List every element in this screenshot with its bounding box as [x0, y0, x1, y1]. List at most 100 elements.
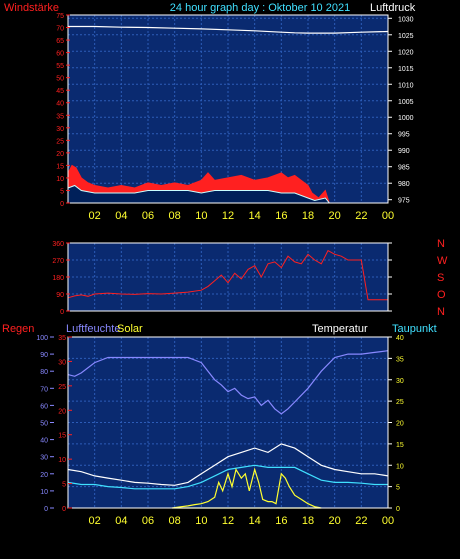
- wind-x-tick-label: 18: [302, 210, 314, 222]
- wx-x-tick-label: 02: [89, 515, 101, 527]
- temp-tick-label: 5: [396, 485, 400, 492]
- dewpoint-line: [67, 464, 388, 490]
- wx-x-tick-label: 18: [302, 515, 314, 527]
- wind-axis-title: Windstärke: [4, 2, 59, 14]
- pressure-tick-label: 980: [398, 181, 410, 188]
- humidity-tick-label: 90: [40, 352, 48, 359]
- wind-x-tick-label: 06: [142, 210, 154, 222]
- humidity-tick-label: 30: [40, 455, 48, 462]
- compass-label: O: [437, 289, 446, 301]
- wind-frame: [67, 14, 389, 204]
- wx-x-tick-label: 04: [115, 515, 127, 527]
- humidity-line: [67, 350, 389, 415]
- temp-tick-label: 0: [396, 506, 400, 513]
- dewpoint-label: Taupunkt: [392, 323, 437, 335]
- wind-tick-label: 60: [56, 51, 64, 58]
- rain-tick-label: 20: [58, 408, 66, 415]
- wx-x-tick-label: 22: [355, 515, 367, 527]
- wx-x-tick-label: 06: [142, 515, 154, 527]
- wind-x-tick-label: 16: [275, 210, 287, 222]
- chart-title: 24 hour graph day : Oktober 10 2021: [170, 2, 350, 14]
- temp-tick-label: 35: [396, 356, 404, 363]
- wind-x-tick-label: 12: [222, 210, 234, 222]
- solar-line: [171, 467, 322, 509]
- wx-x-tick-label: 00: [382, 515, 394, 527]
- wind-tick-label: 5: [60, 188, 64, 195]
- rain-tick-label: 25: [58, 384, 66, 391]
- humidity-tick-label: 40: [40, 438, 48, 445]
- dir-tick-label: 90: [56, 292, 64, 299]
- pressure-tick-label: 1010: [398, 82, 414, 89]
- wind-tick-label: 25: [56, 138, 64, 145]
- temperature-line: [67, 443, 389, 486]
- compass-label: W: [437, 255, 448, 267]
- wind-x-tick-label: 20: [329, 210, 341, 222]
- wind-tick-label: 20: [56, 151, 64, 158]
- wind-x-tick-label: 08: [169, 210, 181, 222]
- humidity-tick-label: 100: [36, 335, 48, 342]
- wx-x-tick-label: 16: [275, 515, 287, 527]
- wind-tick-label: 45: [56, 88, 64, 95]
- rain-tick-label: 10: [58, 457, 66, 464]
- pressure-tick-label: 1025: [398, 33, 414, 40]
- wind-direction-line: [67, 249, 388, 301]
- compass-label: N: [437, 306, 445, 318]
- pressure-tick-label: 1005: [398, 99, 414, 106]
- wind-tick-label: 15: [56, 163, 64, 170]
- wx-x-tick-label: 08: [169, 515, 181, 527]
- compass-label: S: [437, 272, 444, 284]
- rain-tick-label: 15: [58, 433, 66, 440]
- temperature-humidity-panel: 0102030405060708090100051015202530350510…: [36, 335, 404, 527]
- humidity-tick-label: 80: [40, 369, 48, 376]
- dir-tick-label: 270: [52, 258, 64, 265]
- wind-x-tick-label: 10: [195, 210, 207, 222]
- wind-tick-label: 10: [56, 176, 64, 183]
- humidity-tick-label: 20: [40, 472, 48, 479]
- wx-x-tick-label: 20: [329, 515, 341, 527]
- wind-tick-label: 75: [56, 13, 64, 20]
- wind-x-tick-label: 22: [355, 210, 367, 222]
- solar-label: Solar: [117, 323, 143, 335]
- wx-x-tick-label: 10: [195, 515, 207, 527]
- temp-tick-label: 25: [396, 399, 404, 406]
- pressure-tick-label: 1015: [398, 66, 414, 73]
- humidity-tick-label: 70: [40, 386, 48, 393]
- wind-tick-label: 0: [60, 201, 64, 208]
- pressure-tick-label: 985: [398, 165, 410, 172]
- temp-tick-label: 30: [396, 378, 404, 385]
- wind-area: [67, 184, 331, 204]
- wind-tick-label: 30: [56, 126, 64, 133]
- dir-tick-label: 0: [60, 309, 64, 316]
- pressure-tick-label: 975: [398, 198, 410, 205]
- wind-pressure-panel: 0510152025303540455055606570759759809859…: [56, 13, 413, 222]
- wind-tick-label: 40: [56, 101, 64, 108]
- temp-tick-label: 20: [396, 421, 404, 428]
- temperature-label: Temperatur: [312, 323, 368, 335]
- pressure-axis-title: Luftdruck: [370, 2, 416, 14]
- temp-tick-label: 15: [396, 442, 404, 449]
- rain-axis-title: Regen: [2, 323, 34, 335]
- wind-x-tick-label: 00: [382, 210, 394, 222]
- humidity-tick-label: 0: [44, 506, 48, 513]
- dir-tick-label: 180: [52, 275, 64, 282]
- wind-tick-label: 55: [56, 63, 64, 70]
- humidity-tick-label: 10: [40, 489, 48, 496]
- rain-tick-label: 0: [62, 506, 66, 513]
- pressure-tick-label: 1020: [398, 49, 414, 56]
- wind-tick-label: 35: [56, 113, 64, 120]
- wx-x-tick-label: 14: [249, 515, 261, 527]
- humidity-axis-title: Luftfeuchte: [66, 323, 120, 335]
- pressure-tick-label: 990: [398, 148, 410, 155]
- compass-label: N: [437, 238, 445, 250]
- rain-tick-label: 35: [58, 335, 66, 342]
- wind-x-tick-label: 02: [89, 210, 101, 222]
- wind-tick-label: 65: [56, 38, 64, 45]
- dir-tick-label: 360: [52, 241, 64, 248]
- pressure-tick-label: 1030: [398, 16, 414, 23]
- humidity-tick-label: 60: [40, 403, 48, 410]
- temp-tick-label: 10: [396, 463, 404, 470]
- pressure-tick-label: 1000: [398, 115, 414, 122]
- wind-x-tick-label: 04: [115, 210, 127, 222]
